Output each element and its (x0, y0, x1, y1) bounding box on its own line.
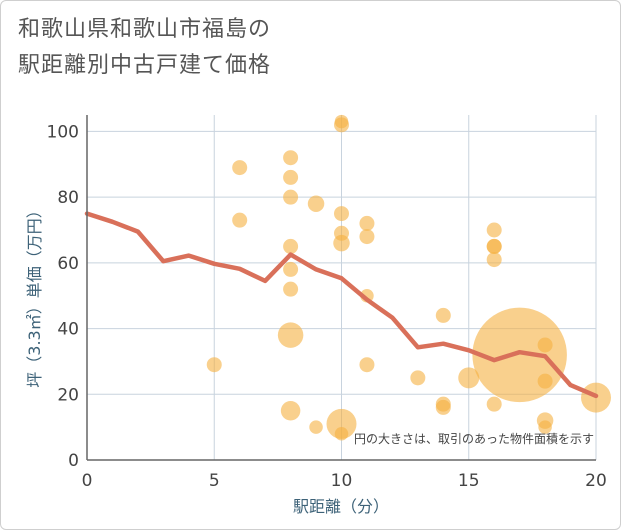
bubble-point (283, 261, 299, 277)
chart-title-line2: 駅距離別中古戸建て価格 (18, 53, 272, 78)
bubble-point (359, 215, 375, 231)
y-tick-label: 60 (57, 254, 79, 274)
grid-lines (87, 115, 597, 460)
bubble-point (283, 238, 299, 254)
bubble-point (309, 420, 323, 434)
bubble-point (334, 426, 349, 441)
bubble-point (410, 370, 426, 386)
x-axis-label: 駅距離（分） (293, 497, 389, 516)
bubble-point (283, 169, 299, 185)
bubble-point (283, 150, 299, 166)
bubble-point (283, 189, 299, 205)
bubble-point (326, 408, 357, 439)
y-tick-label: 100 (47, 122, 79, 142)
bubble-point (280, 400, 301, 421)
bubble-point (232, 212, 248, 228)
bubble-point (277, 322, 304, 348)
y-tick-label: 80 (57, 188, 79, 208)
bubble-point (334, 117, 349, 133)
trend-line (84, 211, 599, 399)
y-axis-label: 坪（3.3㎡）単価（万円） (25, 202, 44, 387)
bubble-point (359, 229, 375, 245)
bubble-point (435, 399, 451, 415)
bubble-point (486, 396, 502, 412)
bubble-point (537, 337, 553, 353)
y-tick-label: 40 (57, 320, 79, 340)
x-tick-label: 20 (585, 471, 607, 491)
x-tick-label: 10 (331, 471, 353, 491)
chart-title: 和歌山県和歌山市福島の 駅距離別中古戸建て価格 (18, 12, 271, 84)
y-tick-label: 20 (57, 385, 79, 405)
bubble-point (206, 357, 222, 373)
bubble-point (537, 373, 553, 389)
bubble-point (486, 238, 502, 254)
bubble-point (333, 234, 350, 252)
chart-title-line1: 和歌山県和歌山市福島の (18, 17, 272, 42)
x-tick-label: 0 (82, 471, 93, 491)
bubble-point (359, 357, 375, 373)
axes (86, 115, 596, 461)
bubble-point (307, 195, 325, 212)
bubble-point (435, 307, 451, 323)
bubble-point (232, 160, 248, 176)
bubble-point (486, 252, 502, 268)
tick-labels: 0 5 10 15 20 0 20 40 60 80 100 (47, 122, 607, 491)
bubble-point (538, 420, 552, 434)
size-note: 円の大きさは、取引のあった物件面積を示す (354, 431, 594, 446)
bubble-point (334, 206, 349, 222)
trend-series (84, 211, 599, 399)
bubble-point (283, 281, 299, 297)
x-tick-label: 15 (458, 471, 480, 491)
bubble-point (458, 367, 480, 389)
y-tick-label: 0 (68, 451, 79, 471)
bubble-series (206, 114, 611, 441)
bubble-point (486, 222, 502, 238)
x-tick-label: 5 (209, 471, 220, 491)
